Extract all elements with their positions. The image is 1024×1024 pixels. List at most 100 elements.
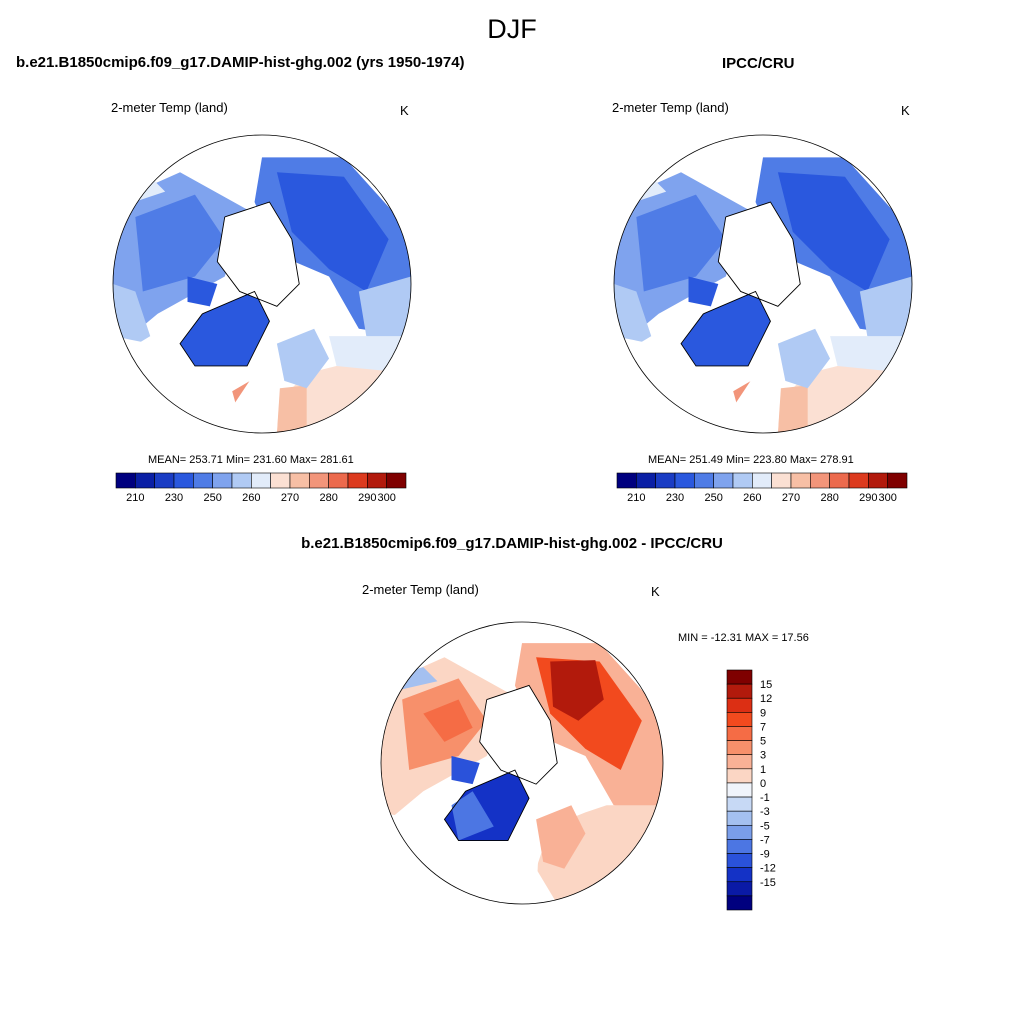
- arctic-ocean: [479, 685, 558, 785]
- colorbar-tick-label: -12: [760, 863, 776, 875]
- colorbar-swatch: [771, 472, 792, 489]
- panel1-variable-label: 2-meter Temp (land): [111, 100, 228, 115]
- figure-title: DJF: [487, 14, 537, 44]
- colorbar-swatch: [193, 472, 213, 489]
- map-panel-3: [380, 621, 664, 905]
- colorbar-tick-label: 260: [242, 492, 260, 504]
- colorbar-swatch: [726, 754, 753, 770]
- colorbar-swatch: [386, 472, 407, 489]
- colorbar-swatch: [713, 472, 734, 489]
- colorbar-swatch: [810, 472, 830, 489]
- land-baffin: [688, 276, 719, 307]
- colorbar-swatch: [674, 472, 695, 489]
- colorbar-swatch: [726, 853, 753, 868]
- colorbar-tick-label: 280: [319, 492, 337, 504]
- colorbar-swatch: [251, 472, 271, 489]
- bering-sea: [725, 135, 771, 165]
- colorbar-swatch: [726, 881, 753, 897]
- panel2-title: IPCC/CRU: [722, 55, 795, 72]
- arctic-ocean: [718, 202, 801, 307]
- colorbar-tick-label: 290: [358, 492, 376, 504]
- colorbar-swatch: [726, 712, 753, 727]
- colorbar-tick-label: 260: [743, 492, 761, 504]
- colorbar-swatch: [115, 472, 136, 489]
- colorbar-tick-label: 210: [627, 492, 645, 504]
- north-sea-atlantic: [486, 840, 539, 904]
- colorbar-swatch: [726, 697, 753, 713]
- colorbar-swatch: [726, 810, 753, 826]
- colorbar-tick-label: 270: [782, 492, 800, 504]
- colorbar-tick-label: 280: [820, 492, 838, 504]
- panel1-title: b.e21.B1850cmip6.f09_g17.DAMIP-hist-ghg.…: [16, 54, 465, 71]
- land-baffin: [187, 276, 218, 307]
- colorbar-swatch: [726, 726, 753, 741]
- colorbar-swatch: [726, 768, 753, 784]
- land-siberia-cold: [777, 172, 890, 292]
- colorbar-tick-label: 0: [760, 778, 766, 790]
- colorbar-swatch: [347, 472, 368, 489]
- colorbar-swatch: [726, 683, 753, 699]
- colorbar-swatch: [212, 472, 233, 489]
- colorbar-tick-label: 250: [203, 492, 221, 504]
- panel2-stats: MEAN= 251.49 Min= 223.80 Max= 278.91: [648, 454, 854, 466]
- land-na-core: [135, 194, 225, 292]
- colorbar-swatch: [694, 472, 714, 489]
- colorbar-tick-label: 270: [281, 492, 299, 504]
- colorbar-tick-label: 300: [377, 492, 395, 504]
- land-baffin: [451, 755, 480, 785]
- colorbar-tick-label: 15: [760, 679, 772, 691]
- colorbar-swatch: [868, 472, 888, 489]
- colorbar-swatch: [655, 472, 676, 489]
- panel1-units-label: K: [400, 103, 409, 118]
- colorbar-1: 210 230 250 260 270 280 290 300: [115, 472, 407, 504]
- colorbar-swatch: [726, 669, 753, 685]
- bering-sea: [224, 135, 270, 165]
- colorbar-swatch: [270, 472, 291, 489]
- colorbar-3: 15 12 9 7 5 3 1 0 -1 -3 -5 -7 -9 -12 -15: [726, 669, 776, 911]
- panel2-units-label: K: [901, 103, 910, 118]
- land-europe-west: [276, 385, 307, 433]
- coastline: [179, 201, 300, 367]
- panel2-variable-label: 2-meter Temp (land): [612, 100, 729, 115]
- colorbar-tick-label: -15: [760, 877, 776, 889]
- colorbar-swatch: [154, 472, 175, 489]
- coastline: [680, 201, 801, 367]
- panel3-units-label: K: [651, 584, 660, 599]
- colorbar-swatch: [726, 796, 753, 812]
- panel3-title: b.e21.B1850cmip6.f09_g17.DAMIP-hist-ghg.…: [301, 535, 723, 552]
- arctic-ocean: [217, 202, 300, 307]
- panel1-stats: MEAN= 253.71 Min= 231.60 Max= 281.61: [148, 454, 354, 466]
- colorbar-swatch: [636, 472, 656, 489]
- colorbar-tick-label: 5: [760, 736, 766, 748]
- land-na-hot: [423, 699, 473, 742]
- coastline: [443, 684, 558, 841]
- colorbar-tick-label: 12: [760, 693, 772, 705]
- map-panel-1: [112, 134, 412, 434]
- colorbar-swatch: [887, 472, 908, 489]
- colorbar-swatch: [616, 472, 637, 489]
- colorbar-swatch: [726, 895, 753, 911]
- colorbar-swatch: [135, 472, 155, 489]
- map-boundary: [380, 621, 664, 905]
- land-siberia-hot-ring: [550, 660, 604, 721]
- colorbar-swatch: [309, 472, 329, 489]
- colorbar-tick-label: -1: [760, 792, 770, 804]
- colorbar-tick-label: 230: [165, 492, 183, 504]
- colorbar-tick-label: 230: [666, 492, 684, 504]
- land-scandinavia: [276, 328, 330, 389]
- land-asia-south: [358, 276, 411, 352]
- colorbar-tick-label: -5: [760, 820, 770, 832]
- map-boundary: [112, 134, 412, 434]
- land-greenland: [180, 291, 270, 366]
- colorbar-swatch: [289, 472, 310, 489]
- colorbar-tick-label: 210: [126, 492, 144, 504]
- colorbar-2: 210 230 250 260 270 280 290 300: [616, 472, 908, 504]
- colorbar-tick-label: 250: [704, 492, 722, 504]
- colorbar-tick-label: -3: [760, 806, 770, 818]
- colorbar-swatch: [790, 472, 811, 489]
- land-greenland-rim: [451, 791, 494, 841]
- colorbar-swatch: [328, 472, 349, 489]
- map-panel-2: [613, 134, 913, 434]
- colorbar-swatch: [173, 472, 194, 489]
